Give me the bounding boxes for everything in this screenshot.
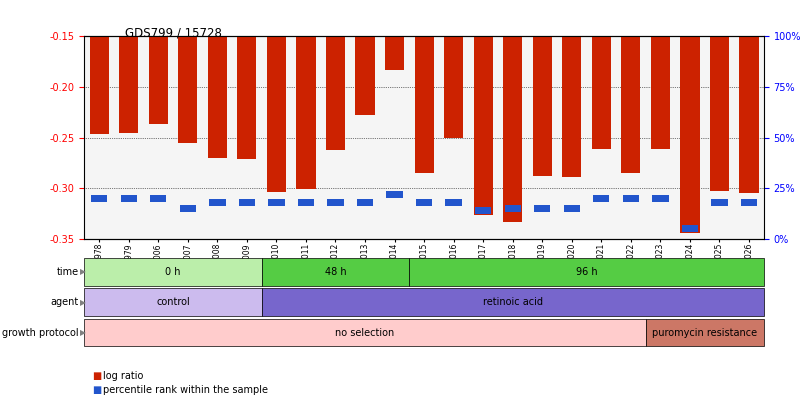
Bar (593, 195, 609, 202)
Bar (591, 0, 610, 149)
Text: no selection: no selection (335, 328, 394, 337)
Bar (355, 0, 374, 115)
Bar (533, 205, 550, 212)
Text: agent: agent (51, 297, 79, 307)
Bar (386, 191, 402, 198)
Text: puromycin resistance: puromycin resistance (651, 328, 756, 337)
Text: ▶: ▶ (80, 328, 86, 337)
Bar (650, 0, 669, 149)
Bar (89, 0, 108, 134)
Bar (149, 0, 168, 124)
Bar (91, 195, 108, 202)
Bar (443, 0, 463, 138)
Bar (296, 0, 315, 189)
Bar (357, 199, 373, 206)
Bar (740, 199, 756, 206)
Bar (119, 0, 138, 133)
Bar (209, 199, 225, 206)
Text: GDS799 / 15728: GDS799 / 15728 (124, 26, 221, 39)
Bar (414, 0, 433, 173)
Bar (150, 195, 166, 202)
Text: control: control (156, 297, 190, 307)
Bar (679, 0, 699, 233)
Bar (267, 0, 286, 192)
Bar (178, 0, 198, 143)
Text: 96 h: 96 h (575, 267, 597, 277)
Text: ▶: ▶ (80, 267, 86, 276)
Bar (563, 205, 579, 212)
Text: ■: ■ (92, 385, 102, 394)
Bar (179, 205, 196, 212)
Bar (385, 0, 404, 70)
Bar (325, 0, 344, 150)
Text: ■: ■ (92, 371, 102, 381)
Bar (268, 199, 284, 206)
Bar (475, 207, 491, 214)
Bar (622, 195, 638, 202)
Bar (621, 0, 640, 173)
Text: percentile rank within the sample: percentile rank within the sample (103, 385, 267, 394)
Bar (503, 0, 522, 222)
Bar (415, 199, 432, 206)
Text: 48 h: 48 h (324, 267, 346, 277)
Text: retinoic acid: retinoic acid (482, 297, 542, 307)
Bar (297, 199, 314, 206)
Bar (445, 199, 461, 206)
Bar (739, 0, 758, 194)
Bar (504, 205, 520, 212)
Text: ▶: ▶ (80, 298, 86, 307)
Bar (207, 0, 226, 158)
Bar (473, 0, 492, 215)
Bar (120, 195, 137, 202)
Text: time: time (56, 267, 79, 277)
Bar (681, 225, 697, 232)
Bar (561, 0, 581, 177)
Bar (709, 0, 728, 192)
Text: 0 h: 0 h (165, 267, 181, 277)
Bar (711, 199, 727, 206)
Bar (237, 0, 256, 159)
Text: growth protocol: growth protocol (2, 328, 79, 337)
Bar (327, 199, 343, 206)
Bar (651, 195, 668, 202)
Bar (238, 199, 255, 206)
Text: log ratio: log ratio (103, 371, 143, 381)
Bar (532, 0, 551, 176)
